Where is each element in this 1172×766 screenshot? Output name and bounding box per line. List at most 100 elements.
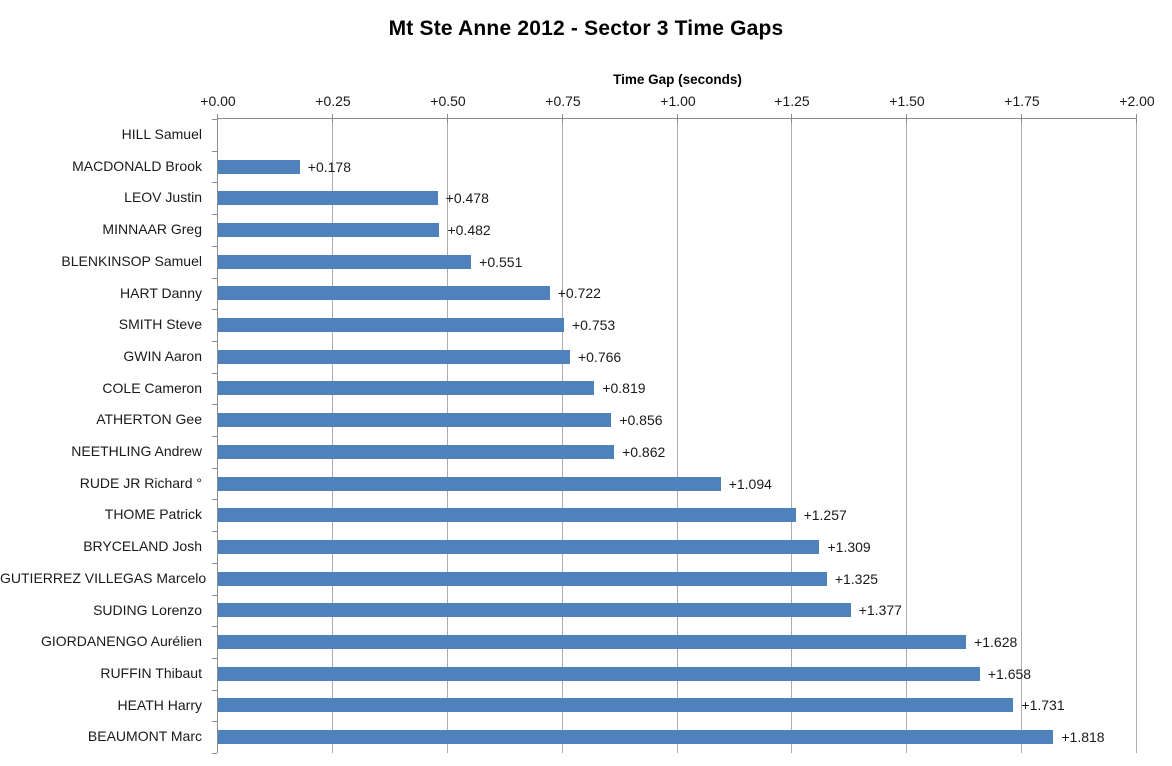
value-label: +1.658	[987, 665, 1032, 682]
x-axis-tick	[791, 114, 792, 123]
gridline	[562, 119, 563, 753]
value-label: +1.309	[827, 538, 871, 555]
chart-row: +0.482	[218, 214, 1137, 246]
bar	[218, 635, 967, 650]
y-axis-tick	[212, 753, 217, 754]
gridline	[332, 119, 333, 753]
value-label: +0.862	[622, 443, 666, 460]
y-axis-tick	[212, 499, 217, 500]
chart-row: +0.753	[218, 309, 1137, 341]
x-axis-tick-label: +1.25	[774, 93, 810, 109]
bar	[218, 730, 1054, 745]
chart-row: +1.628	[218, 626, 1137, 658]
y-axis-tick	[212, 436, 217, 437]
bar	[218, 191, 438, 206]
value-label: +1.731	[1021, 697, 1065, 714]
category-label: LEOV Justin	[124, 189, 202, 206]
value-label: +0.819	[602, 380, 646, 397]
bar	[218, 349, 570, 364]
x-axis-tick	[1136, 114, 1137, 123]
chart-title: Mt Ste Anne 2012 - Sector 3 Time Gaps	[388, 17, 784, 40]
y-axis-tick	[212, 658, 217, 659]
bar	[218, 318, 564, 333]
chart-row: +0.819	[218, 373, 1137, 405]
category-label: NEETHLING Andrew	[71, 443, 202, 459]
chart-row: +0.178	[218, 151, 1137, 183]
y-axis-tick	[212, 309, 217, 310]
y-axis-line	[217, 118, 218, 753]
chart-row: +0.478	[218, 182, 1137, 214]
bar	[218, 476, 721, 491]
category-label: COLE Cameron	[102, 379, 202, 396]
chart-row: +1.731	[218, 690, 1137, 722]
bar	[218, 413, 612, 428]
chart-row: +1.325	[218, 563, 1137, 595]
x-axis-tick-label: +0.00	[200, 93, 236, 109]
bar	[218, 539, 820, 554]
category-label: HEATH Harry	[117, 696, 202, 713]
x-axis-tick-label: +1.75	[1004, 93, 1040, 109]
bar	[218, 381, 595, 396]
y-axis-tick	[212, 151, 217, 152]
x-axis-tick	[217, 114, 218, 123]
plot-area: +0.178 +0.478 +0.482 +0.551 +0.722 +0.753 +0.7…	[212, 114, 1137, 754]
value-label: +0.478	[445, 190, 489, 207]
category-label: MACDONALD Brook	[72, 157, 202, 174]
chart-row: +1.309	[218, 531, 1137, 563]
category-label: HART Danny	[120, 284, 202, 301]
value-label: +1.818	[1061, 729, 1105, 746]
bar	[218, 286, 550, 301]
value-label: +0.753	[572, 317, 616, 334]
chart-row	[218, 119, 1137, 151]
category-label: BLENKINSOP Samuel	[61, 252, 202, 269]
value-label: +0.722	[557, 285, 601, 302]
y-axis-category-labels: HILL Samuel MACDONALD Brook LEOV Justin MIN…	[0, 119, 211, 753]
value-label: +1.377	[858, 602, 902, 619]
y-axis-tick	[212, 690, 217, 691]
category-label: GUTIERREZ VILLEGAS Marcelo	[0, 569, 207, 586]
bar	[218, 254, 472, 269]
category-label: MINNAAR Greg	[102, 221, 202, 238]
x-axis-tick-label: +0.25	[315, 93, 351, 109]
y-axis-tick	[212, 595, 217, 596]
chart-row: +0.862	[218, 436, 1137, 468]
gridline	[1136, 119, 1137, 753]
x-axis-title: Time Gap (seconds)	[613, 72, 742, 87]
y-axis-tick	[212, 341, 217, 342]
x-axis-tick	[677, 114, 678, 123]
chart-row: +0.856	[218, 404, 1137, 436]
chart-row: +1.377	[218, 595, 1137, 627]
value-label: +1.094	[728, 475, 772, 492]
gridline	[791, 119, 792, 753]
y-axis-tick	[212, 246, 217, 247]
category-label: THOME Patrick	[104, 506, 202, 523]
category-label: RUDE JR Richard °	[79, 474, 202, 491]
category-label: GIORDANENGO Aurélien	[40, 633, 202, 650]
x-axis-tick-label: +1.00	[660, 93, 696, 109]
y-axis-tick	[212, 214, 217, 215]
value-label: +1.257	[803, 507, 847, 524]
chart-row: +1.257	[218, 499, 1137, 531]
gridline	[1021, 119, 1022, 753]
category-label: HILL Samuel	[121, 126, 202, 142]
category-label: SUDING Lorenzo	[93, 601, 202, 618]
y-axis-tick	[212, 563, 217, 564]
y-axis-tick	[212, 468, 217, 469]
x-axis-tick	[332, 114, 333, 123]
x-axis-tick	[906, 114, 907, 123]
x-axis-tick	[447, 114, 448, 123]
bar	[218, 571, 827, 586]
gridline	[906, 119, 907, 753]
chart-row: +1.658	[218, 658, 1137, 690]
bar	[218, 603, 851, 618]
y-axis-tick	[212, 182, 217, 183]
x-axis-tick-label: +2.00	[1119, 93, 1155, 109]
value-label: +1.325	[834, 570, 879, 587]
x-axis-tick-label: +0.50	[430, 93, 466, 109]
category-label: BRYCELAND Josh	[83, 538, 202, 555]
x-axis-tick	[1021, 114, 1022, 123]
value-label: +0.551	[479, 253, 523, 270]
chart-row: +0.722	[218, 278, 1137, 310]
y-axis-tick	[212, 626, 217, 627]
